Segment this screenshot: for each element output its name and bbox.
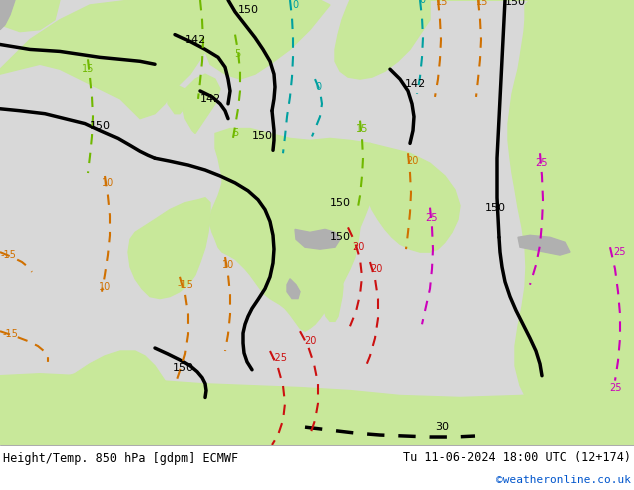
- Polygon shape: [0, 351, 180, 445]
- Polygon shape: [430, 0, 634, 445]
- Text: ©weatheronline.co.uk: ©weatheronline.co.uk: [496, 475, 631, 485]
- Text: 150: 150: [89, 121, 110, 130]
- Polygon shape: [198, 0, 330, 79]
- Polygon shape: [128, 198, 210, 298]
- Text: 15: 15: [82, 64, 94, 74]
- Polygon shape: [315, 227, 343, 321]
- Text: 30: 30: [435, 422, 449, 432]
- Text: 150: 150: [172, 363, 193, 373]
- Text: 25: 25: [426, 213, 438, 222]
- Text: 150: 150: [330, 197, 351, 208]
- Text: 25: 25: [609, 383, 621, 392]
- Polygon shape: [335, 0, 430, 79]
- Polygon shape: [0, 0, 60, 32]
- Polygon shape: [362, 144, 460, 252]
- Polygon shape: [295, 229, 340, 249]
- Text: 0: 0: [315, 82, 321, 92]
- Polygon shape: [0, 0, 15, 30]
- Text: 20: 20: [352, 242, 364, 252]
- Polygon shape: [182, 74, 220, 133]
- Text: 150: 150: [484, 203, 505, 213]
- Text: -25: -25: [272, 353, 288, 363]
- Text: 5: 5: [234, 49, 240, 59]
- Text: 10: 10: [102, 178, 114, 188]
- Text: -15: -15: [2, 329, 18, 339]
- Polygon shape: [0, 0, 240, 119]
- Polygon shape: [0, 374, 634, 445]
- Text: 0: 0: [419, 0, 425, 5]
- Polygon shape: [518, 235, 570, 255]
- Text: 10: 10: [222, 260, 234, 270]
- Text: 0: 0: [292, 0, 298, 10]
- Text: 25: 25: [614, 247, 626, 257]
- Text: 20: 20: [304, 336, 316, 346]
- Polygon shape: [210, 128, 390, 331]
- Text: 150: 150: [330, 232, 351, 242]
- Text: Height/Temp. 850 hPa [gdpm] ECMWF: Height/Temp. 850 hPa [gdpm] ECMWF: [3, 452, 238, 465]
- Text: 10: 10: [99, 282, 111, 292]
- Text: -15: -15: [0, 250, 16, 260]
- Text: 142: 142: [184, 35, 205, 45]
- Polygon shape: [168, 84, 188, 114]
- Text: 150: 150: [238, 5, 259, 15]
- Text: 150: 150: [252, 131, 273, 142]
- Text: 15: 15: [356, 123, 368, 134]
- Text: 5: 5: [232, 128, 238, 139]
- Text: 150: 150: [505, 0, 526, 7]
- Text: 20: 20: [370, 264, 382, 274]
- Text: -15: -15: [177, 280, 193, 290]
- Text: 15: 15: [436, 0, 448, 7]
- Polygon shape: [287, 279, 300, 298]
- Text: 20: 20: [406, 156, 418, 166]
- Text: 15: 15: [476, 0, 488, 7]
- Text: 142: 142: [404, 79, 425, 89]
- Text: 25: 25: [536, 158, 548, 168]
- Text: Tu 11-06-2024 18:00 UTC (12+174): Tu 11-06-2024 18:00 UTC (12+174): [403, 451, 631, 464]
- Text: 142: 142: [199, 94, 221, 104]
